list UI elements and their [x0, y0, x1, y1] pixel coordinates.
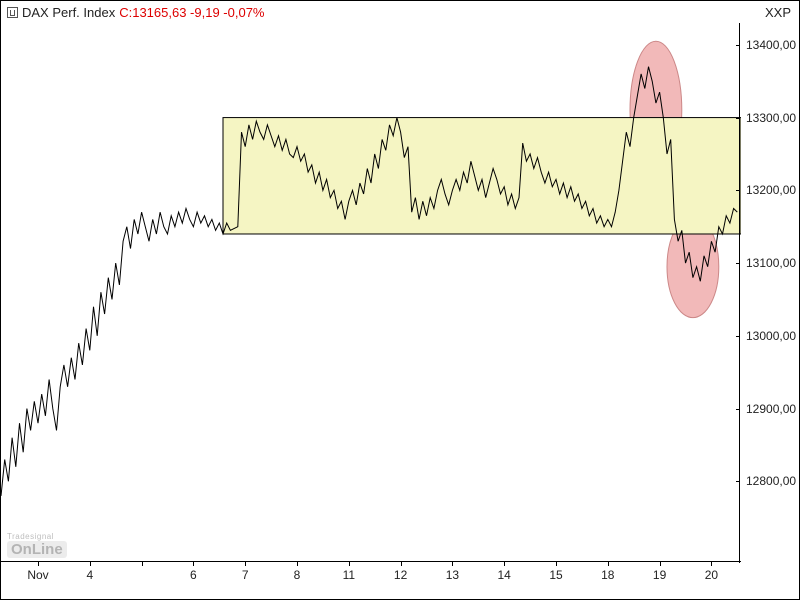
- x-tick: [452, 562, 453, 566]
- y-tick-label: 12800,00: [746, 474, 796, 488]
- y-tick-label: 13000,00: [746, 329, 796, 343]
- watermark: Tradesignal OnLine: [7, 532, 67, 559]
- x-tick: [711, 562, 712, 566]
- x-tick: [401, 562, 402, 566]
- x-tick-label: Nov: [27, 568, 48, 582]
- x-tick-label: 14: [498, 568, 511, 582]
- y-tick-label: 12900,00: [746, 402, 796, 416]
- watermark-bottom: OnLine: [7, 541, 67, 558]
- instrument-title: DAX Perf. Index: [22, 5, 115, 20]
- y-tick-label: 13100,00: [746, 256, 796, 270]
- x-tick: [556, 562, 557, 566]
- y-tick: [736, 263, 740, 264]
- x-tick: [504, 562, 505, 566]
- x-tick: [245, 562, 246, 566]
- x-tick-label: 13: [446, 568, 459, 582]
- x-tick: [297, 562, 298, 566]
- x-tick-label: 12: [394, 568, 407, 582]
- y-tick-label: 13200,00: [746, 183, 796, 197]
- plot-area: [1, 23, 741, 563]
- y-tick-label: 13300,00: [746, 111, 796, 125]
- x-tick: [38, 562, 39, 566]
- y-tick: [736, 481, 740, 482]
- chart-header: DAX Perf. Index C:13165,63 -9,19 -0,07%: [7, 5, 265, 20]
- watermark-top: Tradesignal: [7, 532, 67, 541]
- y-tick-label: 13400,00: [746, 38, 796, 52]
- x-tick-label: 15: [549, 568, 562, 582]
- chart-container: DAX Perf. Index C:13165,63 -9,19 -0,07% …: [0, 0, 800, 600]
- price-chart-svg: [1, 23, 741, 563]
- y-tick: [736, 118, 740, 119]
- x-tick-label: 8: [294, 568, 301, 582]
- x-tick: [608, 562, 609, 566]
- y-tick: [736, 409, 740, 410]
- x-tick-label: 20: [705, 568, 718, 582]
- x-axis: Nov 4 6 7 8 11 12 13 14 15 18 19 20: [1, 561, 741, 599]
- x-tick: [193, 562, 194, 566]
- x-tick-label: 6: [190, 568, 197, 582]
- x-tick-label: 18: [601, 568, 614, 582]
- price-change-text: C:13165,63 -9,19 -0,07%: [119, 5, 264, 20]
- x-tick: [349, 562, 350, 566]
- x-tick: [90, 562, 91, 566]
- x-tick-label: 4: [86, 568, 93, 582]
- y-tick: [736, 45, 740, 46]
- y-tick: [736, 190, 740, 191]
- exchange-code: XXP: [765, 5, 791, 20]
- x-tick: [142, 562, 143, 566]
- x-tick: [660, 562, 661, 566]
- x-tick-label: 19: [653, 568, 666, 582]
- candlestick-icon: [7, 7, 18, 18]
- range-box: [223, 118, 741, 234]
- x-tick-label: 7: [242, 568, 249, 582]
- y-axis: 12800,00 12900,00 13000,00 13100,00 13200,00…: [739, 23, 799, 563]
- x-tick-label: 11: [343, 568, 355, 582]
- y-tick: [736, 336, 740, 337]
